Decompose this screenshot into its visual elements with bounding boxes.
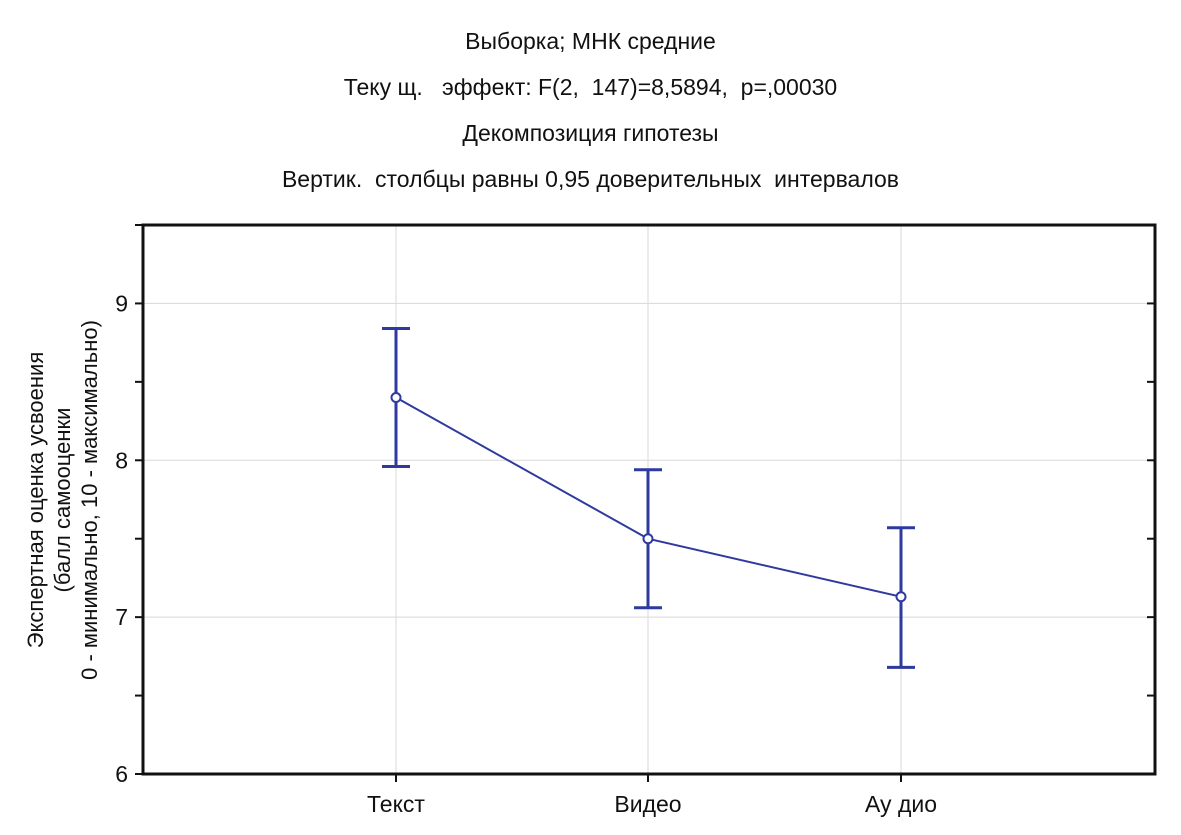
chart-subtitle-intervals: Вертик. столбцы равны 0,95 доверительных… <box>281 166 900 192</box>
y-axis-label-line-2: (балл самооценки <box>50 408 75 593</box>
y-tick-label: 8 <box>115 447 128 473</box>
series-means <box>382 327 915 669</box>
x-tick-label: Ау дио <box>865 791 937 817</box>
mean-point <box>895 591 907 603</box>
x-tick-label: Видео <box>614 791 681 817</box>
mean-point <box>642 533 654 545</box>
chart-subtitle-effect: Теку щ. эффект: F(2, 147)=8,5894, p=,000… <box>343 74 838 100</box>
y-tick-label: 9 <box>115 290 128 316</box>
axis-ticks: 6 7 8 9 Текст Видео Ау дио <box>115 224 1155 817</box>
mean-point <box>390 392 402 404</box>
chart-title: Выборка; МНК средние <box>465 28 716 54</box>
y-tick-label: 7 <box>115 604 128 630</box>
y-axis-label-line-1: Экспертная оценка усвоения <box>23 352 48 649</box>
y-axis-label: Экспертная оценка усвоения (балл самооце… <box>23 320 102 680</box>
x-tick-label: Текст <box>367 791 425 817</box>
chart-subtitle-decomposition: Декомпозиция гипотезы <box>462 120 719 146</box>
y-tick-label: 6 <box>115 761 128 787</box>
y-axis-label-line-3: 0 - минимально, 10 - максимально) <box>77 320 102 680</box>
